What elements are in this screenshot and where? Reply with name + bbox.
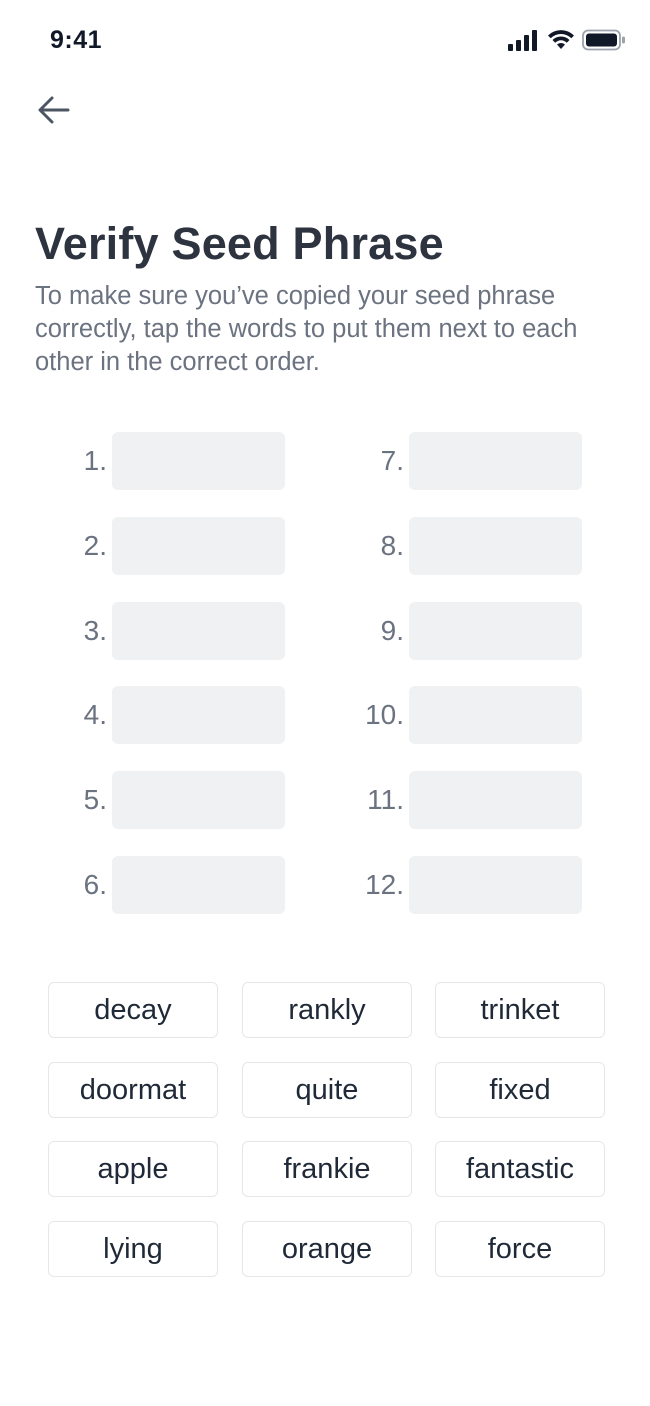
slot-number: 8. [380, 530, 404, 561]
word-button-frankie[interactable]: frankie [242, 1141, 412, 1197]
slot-number: 2. [83, 530, 107, 561]
slot-box[interactable] [409, 517, 582, 575]
slot-number: 7. [380, 445, 404, 476]
slot-box[interactable] [112, 432, 285, 490]
seed-slot-2: 2. [0, 517, 285, 575]
word-button-fantastic[interactable]: fantastic [435, 1141, 605, 1197]
word-button-lying[interactable]: lying [48, 1221, 218, 1277]
seed-slot-4: 4. [0, 686, 285, 744]
seed-slot-7: 7. [0, 432, 582, 490]
word-button-orange[interactable]: orange [242, 1221, 412, 1277]
page-title: Verify Seed Phrase [35, 218, 444, 269]
slot-number: 11. [367, 784, 404, 815]
word-button-trinket[interactable]: trinket [435, 982, 605, 1038]
seed-slot-11: 11. [0, 771, 582, 829]
word-button-rankly[interactable]: rankly [242, 982, 412, 1038]
slot-number: 9. [380, 615, 404, 646]
slot-box[interactable] [112, 517, 285, 575]
slot-number: 1. [83, 445, 107, 476]
battery-icon [582, 29, 625, 51]
status-bar: 9:41 [0, 0, 650, 80]
slot-number: 3. [83, 615, 107, 646]
slot-number: 6. [83, 869, 107, 900]
word-button-quite[interactable]: quite [242, 1062, 412, 1118]
slot-box[interactable] [112, 771, 285, 829]
slot-number: 5. [83, 784, 107, 815]
seed-slot-10: 10. [0, 686, 582, 744]
word-button-decay[interactable]: decay [48, 982, 218, 1038]
status-icons [508, 28, 626, 52]
slot-number: 4. [83, 699, 107, 730]
status-time: 9:41 [50, 26, 103, 54]
signal-icon [508, 30, 537, 51]
slot-box[interactable] [112, 602, 285, 660]
slot-box[interactable] [409, 602, 582, 660]
slot-number: 10. [365, 699, 404, 730]
arrow-left-icon [38, 96, 70, 124]
slot-box[interactable] [112, 856, 285, 914]
word-button-apple[interactable]: apple [48, 1141, 218, 1197]
slot-box[interactable] [409, 856, 582, 914]
seed-slot-6: 6. [0, 856, 285, 914]
word-button-force[interactable]: force [435, 1221, 605, 1277]
word-button-doormat[interactable]: doormat [48, 1062, 218, 1118]
seed-slot-12: 12. [0, 856, 582, 914]
word-button-fixed[interactable]: fixed [435, 1062, 605, 1118]
seed-slot-1: 1. [0, 432, 285, 490]
seed-slot-5: 5. [0, 771, 285, 829]
seed-slot-9: 9. [0, 602, 582, 660]
slot-box[interactable] [409, 432, 582, 490]
page-subtitle: To make sure you’ve copied your seed phr… [35, 282, 578, 376]
slot-box[interactable] [409, 686, 582, 744]
back-button[interactable] [30, 88, 78, 132]
slot-box[interactable] [409, 771, 582, 829]
seed-slot-3: 3. [0, 602, 285, 660]
slot-box[interactable] [112, 686, 285, 744]
slot-number: 12. [365, 869, 404, 900]
wifi-icon [548, 30, 574, 49]
seed-slot-8: 8. [0, 517, 582, 575]
